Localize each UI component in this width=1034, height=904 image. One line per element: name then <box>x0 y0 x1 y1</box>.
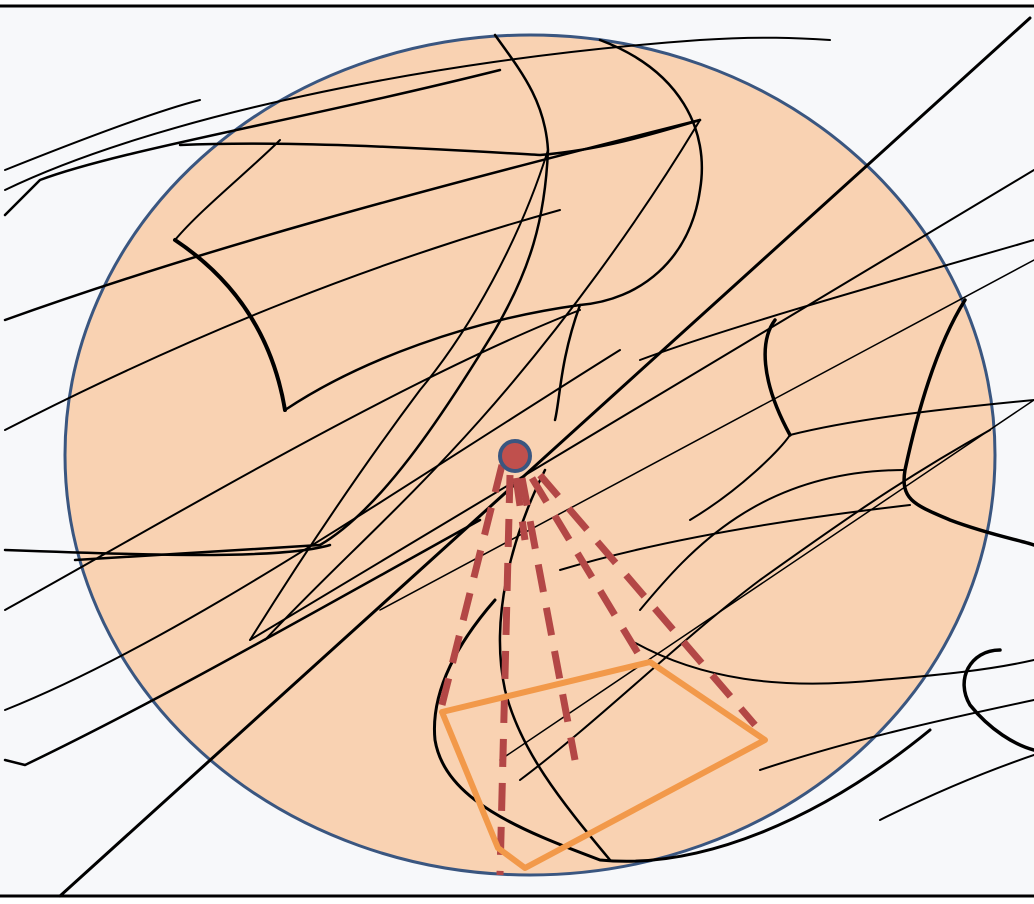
center-point <box>500 441 530 471</box>
